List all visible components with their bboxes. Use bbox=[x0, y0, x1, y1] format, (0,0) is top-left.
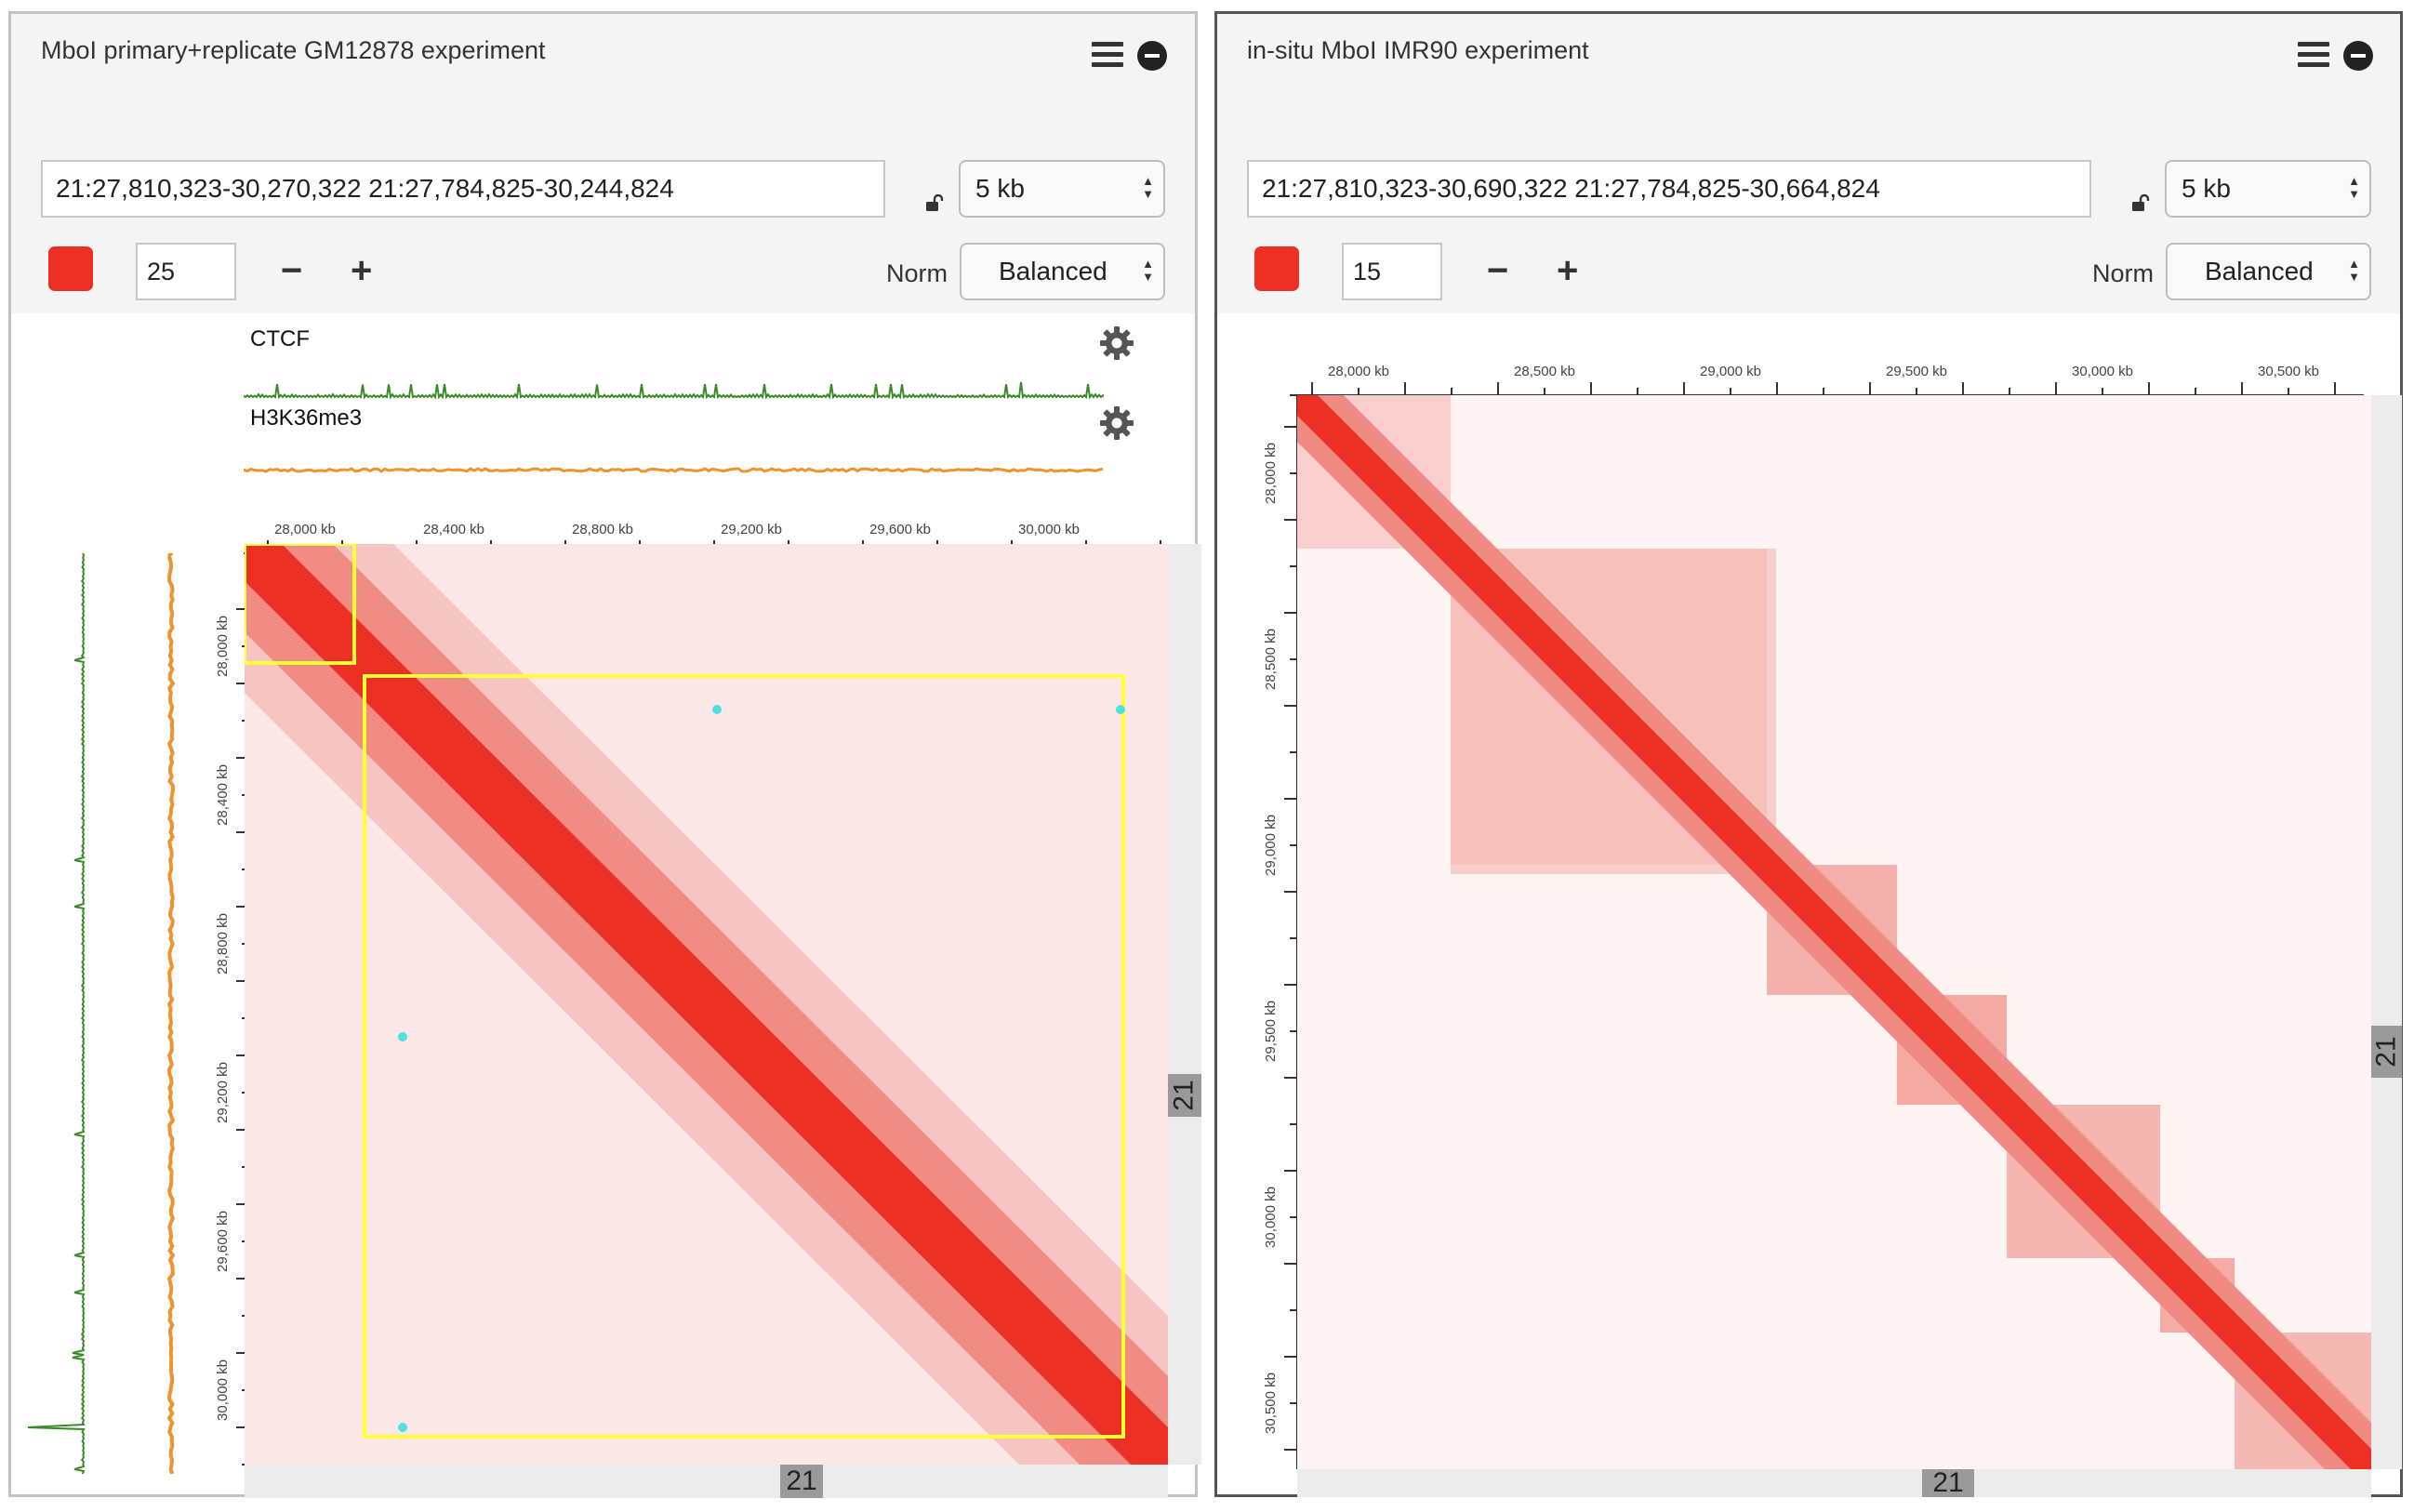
x-tick-label: 28,000 kb bbox=[1328, 364, 1389, 379]
norm-select[interactable]: Balanced ▲ ▼ bbox=[960, 243, 1165, 300]
resolution-value: 5 kb bbox=[2182, 174, 2231, 203]
increase-button[interactable]: + bbox=[351, 250, 373, 291]
loop-marker bbox=[712, 705, 722, 714]
right-browser-panel: in-situ MboI IMR90 experiment 21:27,810,… bbox=[1214, 11, 2403, 1497]
resolution-select[interactable]: 5 kb ▲ ▼ bbox=[959, 160, 1165, 218]
y-tick-label: 30,500 kb bbox=[1263, 1373, 1279, 1434]
chromosome-y-badge: 21 bbox=[2371, 1026, 2402, 1078]
x-tick-label: 30,000 kb bbox=[2072, 364, 2133, 379]
minus-circle-icon[interactable] bbox=[2343, 41, 2373, 71]
locus-input[interactable]: 21:27,810,323-30,270,322 21:27,784,825-3… bbox=[41, 160, 885, 218]
y-tick-label: 30,000 kb bbox=[1263, 1187, 1279, 1248]
loop-marker bbox=[1116, 705, 1125, 714]
y-tick-label: 29,000 kb bbox=[1263, 815, 1279, 876]
norm-label: Norm bbox=[886, 259, 948, 287]
chromosome-x-badge: 21 bbox=[780, 1465, 823, 1498]
chromosome-x-badge: 21 bbox=[1922, 1469, 1974, 1497]
y-tick-label: 28,800 kb bbox=[215, 913, 231, 975]
right-contact-map[interactable] bbox=[1297, 395, 2371, 1469]
left-browser-panel: MboI primary+replicate GM12878 experimen… bbox=[8, 11, 1201, 1498]
select-arrows-icon: ▲ ▼ bbox=[1142, 257, 1154, 284]
loop-marker bbox=[398, 1423, 407, 1432]
minus-circle-icon[interactable] bbox=[1137, 41, 1167, 71]
norm-value: Balanced bbox=[999, 257, 1108, 285]
chromosome-y-badge: 21 bbox=[1168, 1074, 1201, 1117]
right-y-axis: 28,000 kb 28,500 kb 29,000 kb 29,500 kb … bbox=[1263, 395, 1298, 1469]
x-tick-label: 30,000 kb bbox=[1018, 522, 1080, 537]
loop-marker bbox=[398, 1032, 407, 1041]
decrease-button[interactable]: − bbox=[281, 250, 303, 291]
x-tick-label: 28,000 kb bbox=[274, 522, 336, 537]
track-label-h3k36me3: H3K36me3 bbox=[250, 405, 363, 431]
ctcf-track bbox=[244, 381, 1104, 400]
right-control-bar: in-situ MboI IMR90 experiment 21:27,810,… bbox=[1217, 14, 2400, 313]
select-arrows-icon: ▲ ▼ bbox=[2348, 174, 2360, 201]
x-tick-label: 29,000 kb bbox=[1700, 364, 1761, 379]
menu-icon[interactable] bbox=[2298, 42, 2329, 68]
unlock-icon[interactable] bbox=[2131, 194, 2150, 211]
x-tick-label: 29,200 kb bbox=[721, 522, 782, 537]
x-tick-label: 28,500 kb bbox=[1514, 364, 1575, 379]
left-control-bar: MboI primary+replicate GM12878 experimen… bbox=[11, 14, 1195, 313]
select-arrows-icon: ▲ ▼ bbox=[1142, 174, 1154, 201]
vertical-scrollbar[interactable]: 21 bbox=[1168, 544, 1201, 1465]
horizontal-scrollbar[interactable]: 21 bbox=[1297, 1469, 2371, 1497]
x-tick-label: 28,400 kb bbox=[423, 522, 484, 537]
horizontal-scrollbar[interactable]: 21 bbox=[245, 1465, 1168, 1498]
color-swatch[interactable] bbox=[1254, 246, 1299, 291]
x-tick-label: 28,800 kb bbox=[572, 522, 633, 537]
right-x-axis: 28,000 kb 28,500 kb 29,000 kb 29,500 kb … bbox=[1290, 364, 2364, 396]
left-y-axis: 28,000 kb 28,400 kb 28,800 kb 29,200 kb … bbox=[215, 553, 250, 1469]
y-tick-label: 28,500 kb bbox=[1263, 629, 1279, 690]
locus-input[interactable]: 21:27,810,323-30,690,322 21:27,784,825-3… bbox=[1247, 160, 2091, 218]
y-tick-label: 28,000 kb bbox=[1263, 443, 1279, 504]
y-tick-label: 29,600 kb bbox=[215, 1211, 231, 1272]
track-label-ctcf: CTCF bbox=[250, 326, 310, 351]
x-tick-label: 29,500 kb bbox=[1886, 364, 1947, 379]
y-tick-label: 28,400 kb bbox=[215, 764, 231, 826]
decrease-button[interactable]: − bbox=[1487, 250, 1509, 291]
color-swatch[interactable] bbox=[48, 246, 93, 291]
y-tick-label: 28,000 kb bbox=[215, 616, 231, 677]
ctcf-vertical-track bbox=[27, 553, 86, 1474]
y-tick-label: 30,000 kb bbox=[215, 1359, 231, 1421]
color-threshold-input[interactable]: 15 bbox=[1342, 243, 1442, 300]
select-arrows-icon: ▲ ▼ bbox=[2348, 257, 2360, 284]
vertical-scrollbar[interactable]: 21 bbox=[2371, 395, 2402, 1469]
resolution-value: 5 kb bbox=[975, 174, 1025, 203]
left-contact-map[interactable] bbox=[245, 544, 1168, 1465]
resolution-select[interactable]: 5 kb ▲ ▼ bbox=[2165, 160, 2371, 218]
y-tick-label: 29,200 kb bbox=[215, 1062, 231, 1123]
gear-icon[interactable] bbox=[1098, 405, 1135, 442]
h3k36me3-track bbox=[244, 467, 1104, 473]
menu-icon[interactable] bbox=[1092, 42, 1123, 68]
left-panel-title: MboI primary+replicate GM12878 experimen… bbox=[41, 36, 546, 64]
norm-label: Norm bbox=[2092, 259, 2154, 287]
x-tick-label: 30,500 kb bbox=[2258, 364, 2319, 379]
gear-icon[interactable] bbox=[1098, 325, 1135, 362]
h3k36me3-vertical-track bbox=[166, 553, 176, 1474]
unlock-icon[interactable] bbox=[925, 194, 944, 211]
norm-value: Balanced bbox=[2205, 257, 2314, 285]
color-threshold-input[interactable]: 25 bbox=[136, 243, 236, 300]
norm-select[interactable]: Balanced ▲ ▼ bbox=[2166, 243, 2371, 300]
x-tick-label: 29,600 kb bbox=[869, 522, 931, 537]
increase-button[interactable]: + bbox=[1557, 250, 1579, 291]
y-tick-label: 29,500 kb bbox=[1263, 1001, 1279, 1062]
right-panel-title: in-situ MboI IMR90 experiment bbox=[1247, 36, 1589, 64]
